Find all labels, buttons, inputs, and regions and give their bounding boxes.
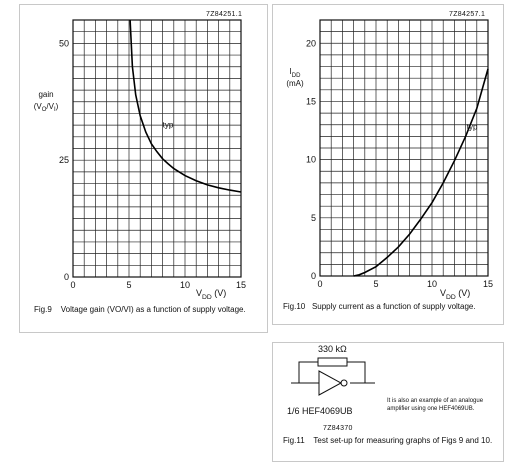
y-tick-label: 50 <box>59 38 69 48</box>
y-tick-label: 25 <box>59 155 69 165</box>
fig9-ref-code: 7Z84251.1 <box>206 11 243 18</box>
fig11-resistor-label: 330 kΩ <box>318 344 347 354</box>
fig10-caption-text: Supply current as a function of supply v… <box>311 302 476 311</box>
fig9-caption: Fig.9 Voltage gain (VO/VI) as a function… <box>34 304 259 315</box>
fig11-note: It is also an example of an analogue amp… <box>387 398 484 412</box>
y-tick-label: 0 <box>311 271 316 281</box>
x-axis-label: VDD (V) <box>196 288 226 301</box>
fig11-caption-label: Fig.11 <box>283 436 305 445</box>
fig11-device-label: 1/6 HEF4069UB <box>287 406 353 416</box>
y-axis-label: IDD <box>290 67 302 79</box>
fig11-resistor-symbol <box>317 357 348 367</box>
x-tick-label: 5 <box>126 280 131 290</box>
fig9-caption-text: Voltage gain (VO/VI) as a function of su… <box>60 305 246 314</box>
fig11-ref-code: 7Z84370 <box>323 425 353 432</box>
y-tick-label: 5 <box>311 213 316 223</box>
x-axis-label: VDD (V) <box>440 288 470 301</box>
fig11-inverter-symbol <box>318 370 343 396</box>
fig11-inverter-bubble <box>340 379 348 387</box>
fig10-ref-code: 7Z84257.1 <box>449 11 486 18</box>
fig10-panel: 7Z84257.1 0 5 10 15 0 5 10 15 20 VDD (V) IDD (mA) ty… <box>272 4 504 325</box>
series-line-typ <box>353 68 489 277</box>
fig9-caption-label: Fig.9 <box>34 305 52 314</box>
plot-frame <box>72 19 242 278</box>
x-tick-label: 15 <box>236 280 246 290</box>
fig9-chart: 0 5 10 15 0 25 50 VDD (V) gain (VO/VI) typ <box>34 19 246 301</box>
fig11-caption-text: Test set-up for measuring graphs of Figs… <box>313 436 493 445</box>
fig11-caption: Fig.11 Test set-up for measuring graphs … <box>283 435 499 446</box>
fig11-wire-right <box>347 361 366 383</box>
series-label-typ: typ <box>467 122 478 131</box>
y-tick-label: 15 <box>306 96 316 106</box>
x-tick-label: 10 <box>427 279 437 289</box>
fig11-panel: 330 kΩ 1/6 HEF4069UB 7Z84370 It is also … <box>272 342 504 462</box>
y-axis-unit: (VO/VI) <box>34 102 59 113</box>
y-axis-label: gain <box>38 90 53 99</box>
series-label-typ: typ <box>163 120 174 129</box>
x-tick-label: 5 <box>373 279 378 289</box>
y-tick-label: 0 <box>64 272 69 282</box>
fig10-caption: Fig.10 Supply current as a function of s… <box>283 301 501 312</box>
fig10-chart: 0 5 10 15 0 5 10 15 20 VDD (V) IDD(mA) typ <box>286 19 493 301</box>
y-axis-unit: (mA) <box>286 79 304 88</box>
x-tick-label: 10 <box>180 280 190 290</box>
series-line-typ <box>129 19 242 193</box>
fig10-caption-label: Fig.10 <box>283 302 306 311</box>
fig11-wire-left <box>298 361 318 383</box>
y-tick-label: 10 <box>306 155 316 165</box>
plot-frame <box>319 19 489 277</box>
fig11-circuit-diagram <box>291 357 375 396</box>
x-tick-label: 0 <box>317 279 322 289</box>
fig9-panel: 7Z84251.1 0 5 10 15 0 25 50 VDD (V) gain (VO/VI) t… <box>19 4 268 333</box>
x-tick-label: 15 <box>483 279 493 289</box>
y-tick-label: 20 <box>306 38 316 48</box>
x-tick-label: 0 <box>70 280 75 290</box>
